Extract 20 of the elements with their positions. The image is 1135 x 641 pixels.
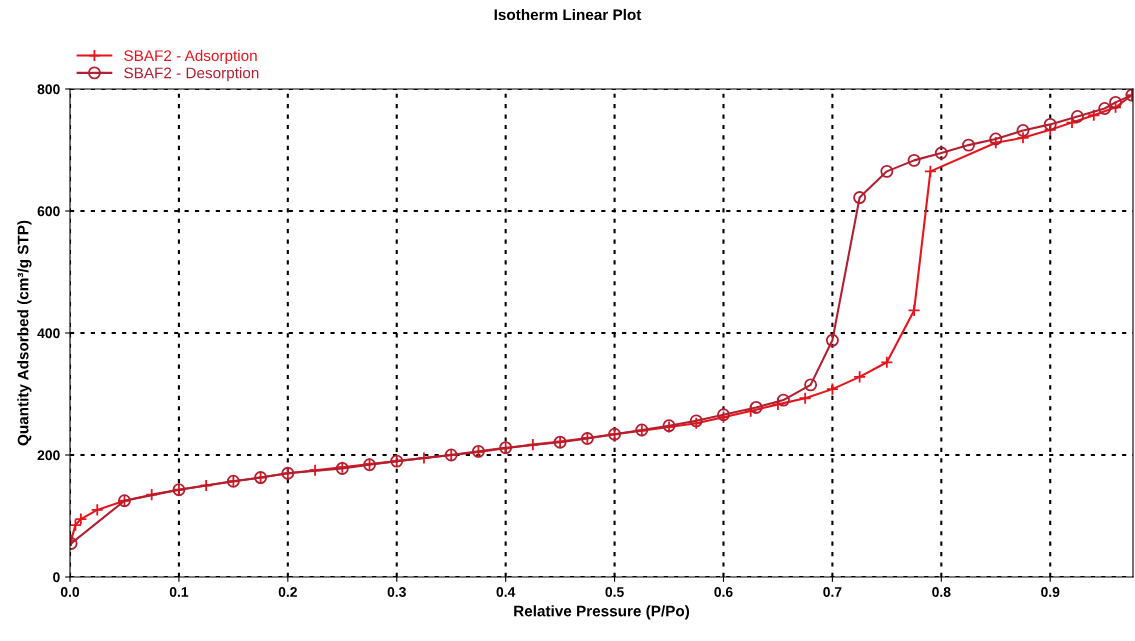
y-tick-label: 800 — [37, 84, 60, 95]
x-axis-title: Relative Pressure (P/Po) — [514, 605, 690, 620]
y-axis-title: Quantity Adsorbed (cm³/g STP) — [17, 220, 32, 446]
x-tick-label: 0.6 — [714, 587, 733, 597]
y-tick-label: 600 — [37, 206, 60, 217]
x-tick-label: 0.4 — [496, 587, 516, 597]
x-tick-label: 0.0 — [60, 587, 80, 597]
x-tick-label: 0.5 — [605, 587, 624, 597]
x-tick-label: 0.1 — [169, 587, 189, 597]
chart-title: Isotherm Linear Plot — [494, 8, 642, 21]
x-tick-label: 0.8 — [932, 587, 951, 597]
legend-label: SBAF2 - Desorption — [124, 67, 259, 82]
y-tick-label: 0 — [53, 572, 60, 583]
x-tick-label: 0.9 — [1041, 587, 1060, 597]
y-tick-label: 200 — [37, 450, 60, 461]
legend-label: SBAF2 - Adsorption — [124, 49, 257, 65]
x-tick-label: 0.7 — [823, 587, 842, 597]
y-tick-label: 400 — [37, 328, 60, 339]
x-tick-label: 0.2 — [278, 587, 297, 597]
x-tick-label: 0.3 — [387, 587, 406, 597]
